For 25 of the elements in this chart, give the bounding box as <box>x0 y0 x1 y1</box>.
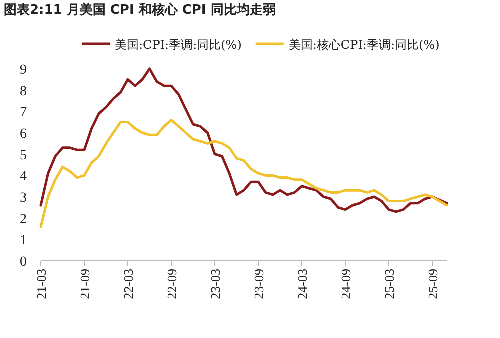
x-tick-label: 23-03 <box>208 269 223 300</box>
y-tick-label: 1 <box>20 234 27 249</box>
x-tick-label: 22-03 <box>121 269 136 300</box>
y-tick-label: 2 <box>20 212 27 228</box>
x-tick-label: 24-03 <box>295 269 310 300</box>
y-tick-label: 5 <box>20 148 27 164</box>
legend-label: 美国:核心CPI:季调:同比(%) <box>288 38 440 52</box>
line-series <box>40 68 448 214</box>
legend-label: 美国:CPI:季调:同比(%) <box>115 38 242 52</box>
y-tick-label: 8 <box>20 84 27 100</box>
x-tick-label: 25-03 <box>382 269 397 300</box>
y-tick-label: 6 <box>20 127 27 142</box>
y-tick-label: 9 <box>20 63 27 78</box>
y-tick-label: 7 <box>20 106 27 121</box>
x-tick-label: 25-09 <box>426 269 440 300</box>
chart-title: 图表2:11 月美国 CPI 和核心 CPI 同比均走弱 <box>4 2 276 18</box>
x-tick-label: 21-03 <box>34 269 49 300</box>
x-tick-label: 23-09 <box>252 269 266 300</box>
line-series <box>40 118 448 228</box>
y-tick-label: 0 <box>20 255 27 270</box>
x-tick-label: 21-09 <box>78 269 92 300</box>
y-tick-label: 3 <box>20 191 27 206</box>
x-tick-label: 24-09 <box>338 269 354 300</box>
x-tick-label: 22-09 <box>164 269 180 300</box>
y-tick-label: 4 <box>20 170 27 185</box>
